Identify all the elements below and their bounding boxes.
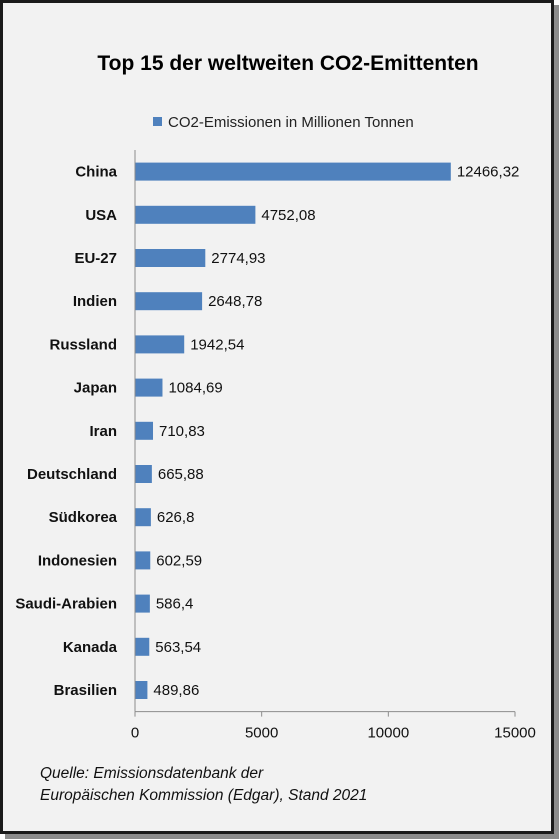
bar xyxy=(135,205,256,224)
source-note: Quelle: Emissionsdatenbank der Europäisc… xyxy=(40,763,367,807)
bar xyxy=(135,465,152,483)
bar xyxy=(135,292,203,311)
category-label: Iran xyxy=(89,423,117,440)
legend-label: CO2-Emissionen in Millionen Tonnen xyxy=(168,114,414,131)
data-label: 665,88 xyxy=(158,466,204,483)
category-label: Brasilien xyxy=(54,682,117,699)
legend: CO2-Emissionen in Millionen Tonnen xyxy=(153,114,414,131)
category-label: China xyxy=(75,164,117,181)
data-label: 489,86 xyxy=(153,682,199,699)
bar xyxy=(135,421,154,440)
bars-group: China 12466,32 USA 4752,08 EU-27 2774,93 Indie… xyxy=(15,162,520,699)
x-tick-label: 10000 xyxy=(367,725,409,742)
x-tick-label: 15000 xyxy=(494,725,536,742)
bar xyxy=(135,378,163,397)
source-line-1: Quelle: Emissionsdatenbank der xyxy=(40,765,264,782)
axes-group: 0 5000 10000 15000 xyxy=(131,150,536,742)
legend-swatch xyxy=(153,117,162,126)
category-label: Saudi-Arabien xyxy=(15,596,117,613)
data-label: 586,4 xyxy=(156,596,194,613)
category-label: Russland xyxy=(49,336,117,353)
data-label: 2774,93 xyxy=(211,250,265,267)
category-label: Südkorea xyxy=(49,509,118,526)
category-label: Japan xyxy=(74,380,117,397)
data-label: 710,83 xyxy=(159,423,205,440)
category-label: Kanada xyxy=(63,639,118,656)
category-label: Indonesien xyxy=(38,552,117,569)
bar xyxy=(135,249,206,267)
bar xyxy=(135,162,451,181)
category-label: EU-27 xyxy=(74,250,117,267)
chart-title: Top 15 der weltweiten CO2-Emittenten xyxy=(97,52,478,75)
category-label: Indien xyxy=(73,293,117,310)
x-tick-label: 0 xyxy=(131,725,139,742)
bar xyxy=(135,551,151,570)
bar xyxy=(135,637,150,656)
category-label: Deutschland xyxy=(27,466,117,483)
data-label: 4752,08 xyxy=(261,207,315,224)
bar xyxy=(135,508,151,527)
data-label: 1942,54 xyxy=(190,336,244,353)
data-label: 563,54 xyxy=(155,639,201,656)
bar xyxy=(135,594,150,613)
data-label: 602,59 xyxy=(156,552,202,569)
data-label: 2648,78 xyxy=(208,293,262,310)
bar xyxy=(135,335,185,354)
category-label: USA xyxy=(85,207,117,224)
source-line-2: Europäischen Kommission (Edgar), Stand 2… xyxy=(40,787,368,804)
data-label: 1084,69 xyxy=(168,380,222,397)
data-label: 12466,32 xyxy=(457,164,520,181)
x-tick-label: 5000 xyxy=(245,725,278,742)
data-label: 626,8 xyxy=(157,509,195,526)
bar xyxy=(135,681,148,699)
